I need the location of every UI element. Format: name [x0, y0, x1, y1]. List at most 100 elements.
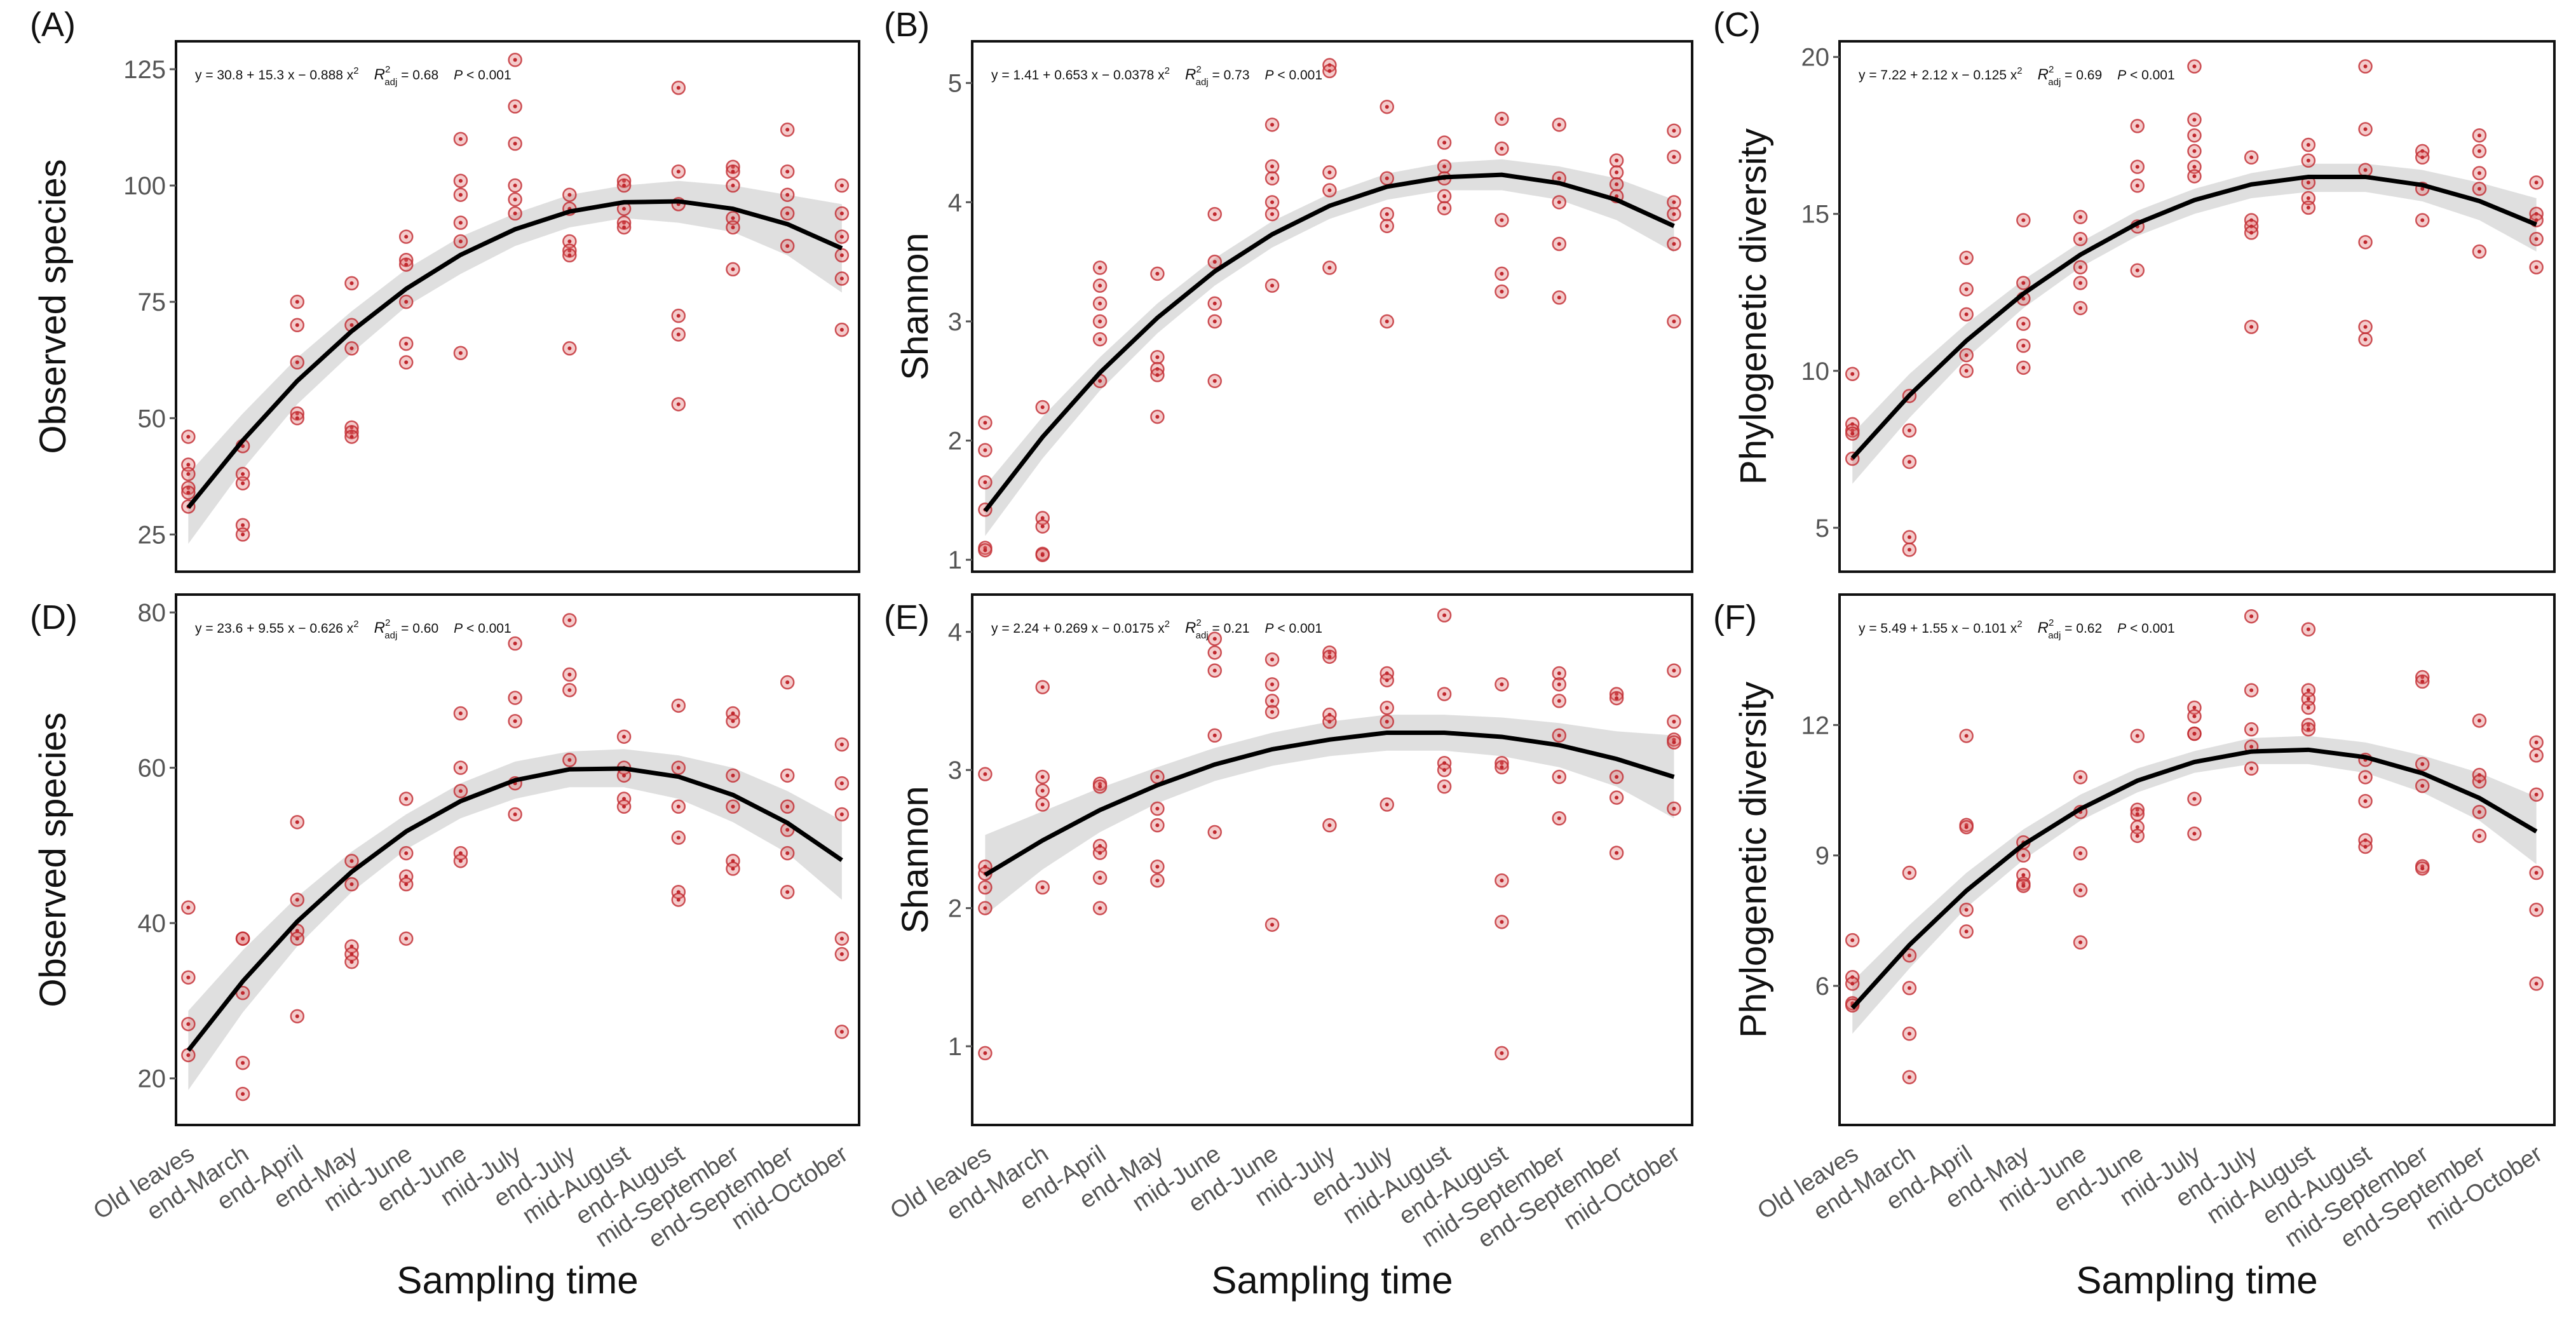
y-tick-label: 20 [138, 1065, 166, 1093]
point-core [1557, 295, 1561, 300]
data-point [1035, 400, 1050, 415]
y-tick-label: 125 [123, 56, 166, 84]
point-core [731, 773, 735, 778]
point-core [1040, 405, 1045, 410]
p-value: < 0.001 [2126, 68, 2174, 83]
data-point [834, 206, 850, 221]
panel-label: (B) [884, 6, 930, 44]
data-point [1902, 423, 1917, 438]
point-core [676, 804, 681, 809]
point-core [1270, 710, 1275, 714]
point-core [349, 859, 354, 863]
plot-area [971, 593, 1693, 1126]
point-core [295, 936, 299, 941]
point-core [2135, 734, 2139, 738]
data-point [726, 220, 740, 235]
point-core [731, 804, 735, 809]
point-core [1907, 871, 1911, 875]
point-core [983, 885, 987, 889]
data-point [2187, 826, 2202, 841]
point-core [2306, 723, 2310, 727]
point-core [2477, 779, 2481, 784]
r2-value: = 0.69 [2061, 68, 2102, 83]
data-point [1609, 177, 1624, 192]
data-point [1902, 865, 1917, 880]
data-point [780, 187, 795, 202]
y-axis-label: Observed species [32, 712, 74, 1007]
data-point [290, 893, 305, 907]
data-point [1322, 714, 1337, 729]
data-point [1437, 189, 1452, 204]
data-point [2244, 320, 2259, 334]
point-core [839, 276, 844, 281]
data-point [2472, 713, 2487, 728]
point-core [2021, 344, 2026, 348]
point-core [1672, 740, 1676, 744]
point-core [731, 170, 735, 174]
point-core [2192, 174, 2197, 179]
data-point [1667, 714, 1681, 729]
data-point [978, 415, 993, 430]
equation-main: y = 1.41 + 0.653 x − 0.0378 x [991, 68, 1165, 83]
point-core [1212, 301, 1217, 306]
data-point [1667, 206, 1681, 222]
data-point [1667, 314, 1681, 329]
point-core [1557, 671, 1561, 675]
point-core [2249, 766, 2254, 771]
point-core [2192, 732, 2197, 736]
point-core [2249, 727, 2254, 732]
point-core [1964, 312, 1969, 316]
point-core [1672, 738, 1676, 742]
confidence-band [188, 749, 842, 1090]
point-core [1500, 218, 1504, 222]
point-core [2534, 740, 2539, 744]
data-point [508, 636, 522, 651]
data-point [508, 690, 522, 705]
data-point [780, 164, 795, 179]
p-symbol: P [454, 621, 463, 636]
data-point [562, 613, 577, 628]
point-core [513, 104, 517, 109]
data-point [2472, 166, 2487, 180]
point-core [295, 820, 299, 825]
data-point [2415, 757, 2430, 772]
point-core [1442, 165, 1447, 169]
data-point [616, 799, 632, 814]
data-point [1264, 206, 1280, 222]
data-point [1322, 645, 1337, 660]
point-core [2534, 981, 2539, 986]
data-point [235, 931, 250, 946]
data-point [398, 931, 414, 946]
point-core [1615, 170, 1619, 175]
y-tick-label: 3 [948, 757, 962, 785]
data-point [1035, 797, 1050, 812]
data-point [2016, 213, 2031, 227]
point-core [1098, 379, 1102, 383]
data-point [1495, 1046, 1509, 1061]
y-tick-label: 2 [948, 895, 962, 923]
data-point [181, 1016, 196, 1032]
point-core [458, 137, 463, 141]
point-core [1098, 337, 1102, 342]
data-point [671, 893, 686, 907]
point-core [2021, 297, 2026, 301]
point-core [785, 890, 790, 894]
data-point [1552, 666, 1567, 681]
point-core [2078, 940, 2083, 945]
r2-sup: 2 [2049, 617, 2054, 628]
data-point [2130, 802, 2145, 818]
data-point [1092, 278, 1108, 293]
point-core [404, 360, 409, 365]
point-core [1557, 200, 1561, 205]
point-core [731, 216, 735, 220]
r2-value: = 0.62 [2061, 621, 2102, 636]
point-core [1385, 212, 1389, 217]
point-core [983, 906, 987, 910]
data-point [1437, 159, 1452, 174]
y-tick-label: 1 [948, 1033, 962, 1061]
data-point [671, 799, 686, 814]
panel-label: (F) [1713, 598, 1757, 637]
point-core [983, 548, 987, 553]
data-point [508, 99, 522, 114]
point-core [2135, 165, 2139, 169]
